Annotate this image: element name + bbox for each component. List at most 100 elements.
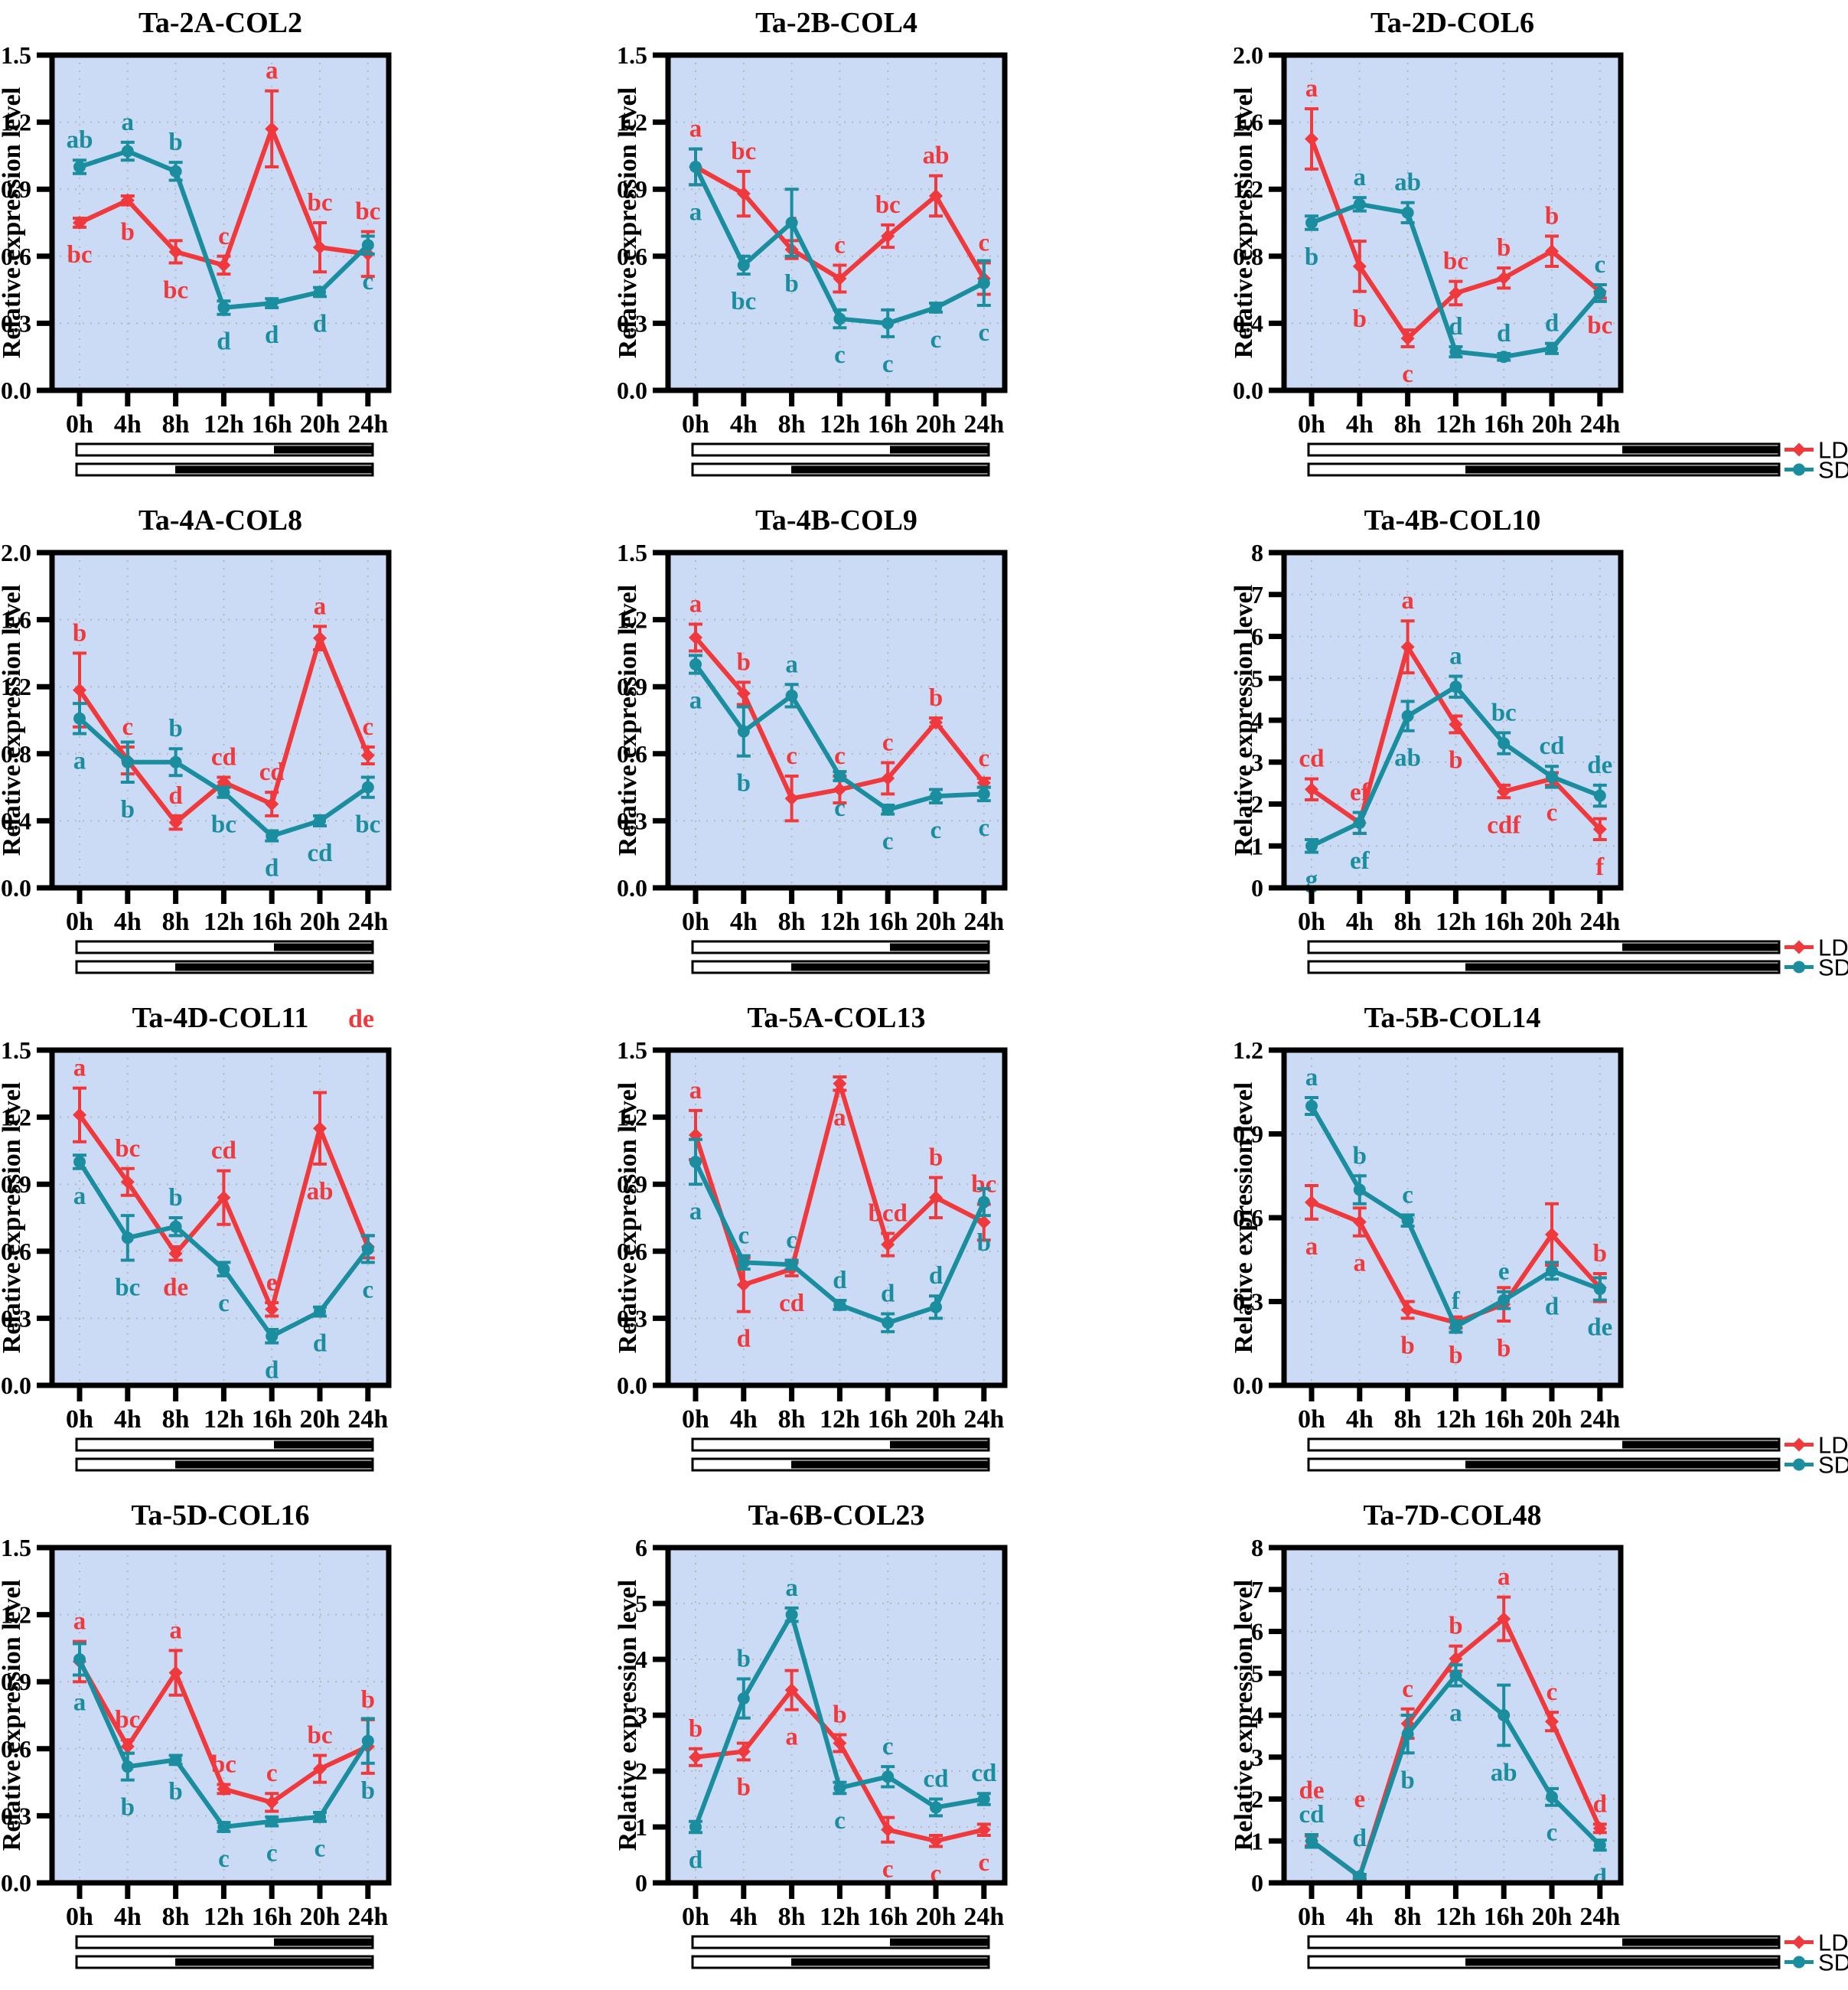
y-tick-label: 0.3: [1, 1304, 31, 1332]
x-tick-label: 8h: [1394, 1405, 1422, 1434]
sd-circle-marker: [882, 1770, 895, 1783]
significance-letter: c: [1547, 799, 1558, 827]
significance-letter: a: [73, 748, 86, 775]
significance-letter: bc: [308, 189, 333, 217]
x-tick-label: 12h: [820, 908, 860, 936]
significance-letter: cd: [211, 743, 236, 771]
sd-circle-marker: [266, 830, 279, 843]
ld-diamond-marker: [881, 771, 895, 785]
ld-diamond-marker: [1592, 1821, 1607, 1835]
y-tick-label: 1.6: [1233, 109, 1263, 136]
significance-letter: de: [1587, 1314, 1612, 1342]
x-tick-label: 4h: [114, 1903, 142, 1931]
significance-letter: bc: [67, 241, 93, 269]
significance-letter: bc: [115, 1274, 140, 1301]
chart-title: Ta-5B-COL14: [1364, 1002, 1541, 1034]
significance-letter: b: [361, 1777, 375, 1805]
y-tick-label: 4: [1251, 706, 1263, 734]
sd-circle-marker: [737, 725, 750, 738]
ld-diamond-marker: [313, 631, 327, 645]
y-axis-label: Relative expression level: [0, 585, 26, 856]
y-tick-label: 0.9: [617, 673, 647, 700]
y-tick-label: 0.9: [617, 175, 647, 203]
legend-ld-label: LD: [1818, 935, 1848, 961]
sd-circle-marker: [1449, 1669, 1462, 1682]
significance-letter: d: [313, 1329, 327, 1357]
significance-letter: bc: [1491, 699, 1517, 726]
ld-diamond-marker: [265, 1302, 279, 1316]
significance-letter: bc: [731, 288, 756, 315]
significance-letter: b: [168, 1778, 182, 1806]
significance-letter: e: [1498, 1258, 1510, 1286]
sd-circle-marker: [314, 285, 326, 298]
sd-circle-marker: [930, 1801, 942, 1814]
significance-letter: d: [217, 328, 230, 356]
sd-circle-marker: [73, 1653, 86, 1665]
y-axis-label: Relative expression level: [616, 585, 642, 856]
x-tick-label: 8h: [162, 908, 190, 936]
significance-letter: bc: [355, 811, 380, 839]
x-tick-label: 12h: [820, 410, 860, 439]
y-tick-label: 1.2: [1233, 1036, 1263, 1064]
significance-letter: b: [1353, 1142, 1367, 1170]
significance-letter: c: [882, 351, 894, 378]
significance-letter: c: [786, 742, 797, 770]
significance-letter: c: [882, 1856, 894, 1884]
x-tick-label: 4h: [730, 1903, 758, 1931]
ld-diamond-marker: [73, 216, 86, 230]
legend-ld-diamond-icon: [1792, 940, 1806, 954]
sd-circle-marker: [169, 165, 182, 178]
x-tick-label: 20h: [1532, 908, 1573, 936]
x-tick-label: 4h: [114, 908, 142, 936]
ld-dark-period-segment: [890, 1938, 988, 1946]
plot-frame: [1281, 550, 1624, 891]
y-tick-label: 0.3: [617, 309, 647, 337]
ld-diamond-marker: [265, 1795, 279, 1809]
plot-frame: [49, 550, 392, 891]
x-tick-label: 20h: [1532, 1903, 1573, 1931]
significance-letter: c: [834, 742, 846, 770]
sd-dark-period-segment: [1465, 1460, 1778, 1469]
x-tick-label: 16h: [1484, 908, 1524, 936]
x-tick-label: 0h: [1298, 1405, 1325, 1434]
sd-circle-marker: [361, 781, 374, 794]
plot-frame: [49, 1047, 392, 1388]
ld-diamond-marker: [1497, 785, 1511, 799]
sd-dark-period-segment: [175, 1460, 372, 1469]
x-tick-label: 12h: [204, 908, 244, 936]
significance-letter: a: [689, 1198, 702, 1225]
chart-title: Ta-2D-COL6: [1371, 7, 1534, 39]
y-tick-label: 1.2: [1233, 175, 1263, 203]
y-tick-label: 4: [635, 1646, 647, 1673]
y-axis-label: Relative expression level: [616, 87, 642, 358]
x-tick-label: 20h: [300, 1903, 341, 1931]
chart-title: Ta-5D-COL16: [132, 1499, 310, 1532]
ld-diamond-marker: [120, 193, 135, 207]
sd-circle-marker: [977, 1793, 990, 1806]
sd-circle-marker: [1546, 1264, 1558, 1277]
significance-letter: bc: [211, 1751, 236, 1779]
sd-dark-period-segment: [1465, 963, 1778, 971]
significance-letter: d: [265, 855, 279, 882]
significance-letter: ab: [1394, 169, 1421, 197]
significance-letter: a: [314, 592, 327, 620]
x-tick-label: 16h: [252, 908, 292, 936]
significance-letter: ef: [1350, 847, 1371, 875]
y-tick-label: 0.9: [1, 175, 31, 203]
significance-letter: e: [266, 1269, 278, 1297]
ld-dark-period-segment: [1622, 445, 1778, 454]
x-tick-label: 4h: [114, 410, 142, 439]
x-tick-label: 8h: [162, 1903, 190, 1931]
significance-letter: c: [266, 1760, 278, 1787]
sd-circle-marker: [1593, 1283, 1606, 1296]
y-tick-label: 1.5: [617, 41, 647, 69]
sd-circle-marker: [689, 1821, 702, 1833]
y-tick-label: 6: [1251, 623, 1263, 651]
sd-circle-marker: [1401, 710, 1414, 723]
ld-diamond-marker: [120, 1175, 135, 1189]
significance-letter: d: [881, 1280, 895, 1308]
significance-letter: cd: [924, 1766, 949, 1793]
